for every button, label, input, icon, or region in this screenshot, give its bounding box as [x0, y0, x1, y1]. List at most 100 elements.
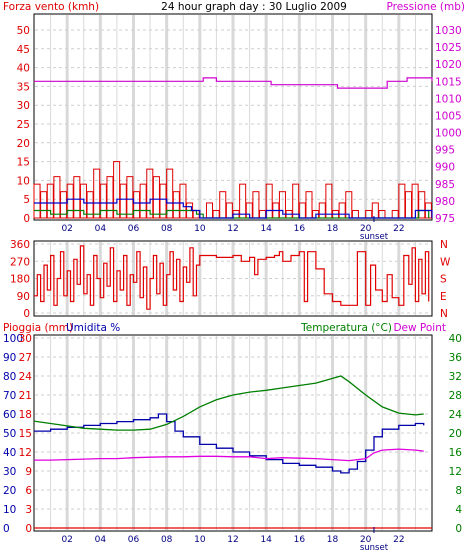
x-tick-label: 08 [161, 224, 173, 234]
wind-gust-bar [152, 176, 160, 219]
humidity-tick-label: 80 [3, 371, 16, 383]
x-tick-label: 16 [294, 224, 306, 234]
x-tick-label: 22 [393, 224, 404, 234]
wind-gust-bar [126, 176, 134, 219]
humidity-tick-label: 60 [3, 409, 16, 421]
dewpoint-axis-title: Dew Point [393, 322, 446, 334]
compass-label: W [440, 256, 451, 268]
compass-label: N [440, 308, 448, 320]
rain-tick-label: 6 [25, 485, 32, 497]
sunset-label: sunset [360, 543, 389, 553]
wind-gust-bar [99, 183, 107, 219]
wind-gust-bar [60, 191, 68, 219]
y-tick-label-right: 1020 [435, 59, 462, 71]
rain-tick-label: 15 [19, 428, 32, 440]
y-tick-label: 0 [23, 213, 30, 225]
y-tick-label-right: 975 [435, 213, 455, 225]
x-tick-label: 14 [260, 224, 272, 234]
wind-gust-bar [139, 183, 147, 219]
x-tick-label: 02 [61, 535, 72, 545]
y-tick-label-right: 985 [435, 179, 455, 191]
rain-tick-label: 27 [19, 352, 32, 364]
wind-average-line [34, 198, 433, 219]
y-tick-label: 10 [17, 175, 30, 187]
rain-tick-label: 9 [25, 466, 32, 478]
humidity-tick-label: 10 [3, 504, 16, 516]
y-tick-label: 15 [17, 157, 30, 169]
x-tick-label: 10 [194, 535, 206, 545]
y-tick-label: 90 [17, 291, 30, 303]
x-tick-label: 12 [227, 224, 238, 234]
humidity-tick-label: 100 [3, 333, 23, 345]
y-tick-label: 5 [23, 194, 30, 206]
wind-gust-bar [46, 183, 54, 219]
temperature-tick-label: 24 [449, 409, 463, 421]
pressure-line [34, 77, 433, 89]
compass-label: E [440, 291, 447, 303]
x-tick-label: 06 [128, 535, 140, 545]
x-tick-label: 12 [227, 535, 238, 545]
y-tick-label-right: 1015 [435, 76, 462, 88]
wind-gust-bar [172, 191, 180, 219]
x-tick-label: 14 [260, 535, 272, 545]
y-tick-label: 40 [17, 63, 30, 75]
y-tick-label: 25 [17, 119, 30, 131]
x-tick-label: 04 [95, 535, 107, 545]
compass-label: S [440, 274, 447, 286]
wind-gust-bar [166, 168, 174, 219]
y-tick-label: 180 [10, 274, 30, 286]
temperature-tick-label: 32 [449, 371, 462, 383]
wind-gust-bar [93, 168, 101, 219]
y-tick-label: 20 [17, 138, 30, 150]
pressure-axis-title: Pressione (mb) [386, 1, 465, 13]
sunset-label: sunset [360, 232, 389, 242]
y-tick-label: 50 [17, 25, 30, 37]
y-tick-label-right: 980 [435, 196, 455, 208]
y-tick-label: 30 [17, 100, 30, 112]
wind-gust-bar [179, 183, 187, 219]
y-tick-label-right: 990 [435, 162, 455, 174]
wind-gust-bar [33, 183, 41, 219]
wind-gust-bar [113, 161, 121, 219]
wind-gust-bar [86, 191, 94, 219]
humidity-tick-label: 20 [3, 485, 16, 497]
wind-pressure-panel: 0510152025303540455097598098599099510001… [17, 13, 462, 242]
y-tick-label: 0 [23, 308, 30, 320]
x-tick-label: 02 [61, 224, 72, 234]
temperature-tick-label: 8 [455, 485, 462, 497]
rain-tick-label: 0 [25, 523, 32, 535]
rain-tick-label: 18 [19, 409, 32, 421]
rain-tick-label: 24 [19, 371, 33, 383]
x-tick-label: 16 [294, 535, 306, 545]
temperature-line [33, 375, 424, 431]
humidity-tick-label: 90 [3, 352, 16, 364]
rain-tick-label: 12 [19, 447, 32, 459]
wind-gust-bar [79, 183, 87, 219]
x-tick-label: 06 [128, 224, 140, 234]
humidity-tick-label: 70 [3, 390, 16, 402]
temperature-tick-label: 16 [449, 447, 463, 459]
humidity-temperature-panel: 0102030405060708090100036912151821242730… [3, 333, 462, 553]
temperature-tick-label: 28 [449, 390, 462, 402]
y-tick-label-right: 1005 [435, 110, 462, 122]
temperature-axis-title: Temperatura (°C) [300, 322, 392, 334]
y-tick-label-right: 1000 [435, 128, 462, 140]
wind-direction-line [34, 245, 430, 310]
compass-label: N [440, 239, 448, 251]
rain-tick-label: 30 [19, 333, 32, 345]
wind-gust-bar [119, 183, 127, 219]
rain-axis-title: Pioggia (mm) [3, 322, 73, 334]
temperature-tick-label: 0 [455, 523, 462, 535]
x-tick-label: 22 [393, 535, 404, 545]
x-tick-label: 18 [327, 224, 339, 234]
temperature-tick-label: 4 [455, 504, 462, 516]
x-tick-label: 10 [194, 224, 206, 234]
humidity-axis-title: Umidita % [66, 322, 120, 334]
humidity-line [34, 413, 425, 474]
y-tick-label: 270 [10, 256, 30, 268]
y-tick-label-right: 995 [435, 145, 455, 157]
wind-gust-bar [53, 176, 61, 219]
y-tick-label: 35 [17, 81, 30, 93]
